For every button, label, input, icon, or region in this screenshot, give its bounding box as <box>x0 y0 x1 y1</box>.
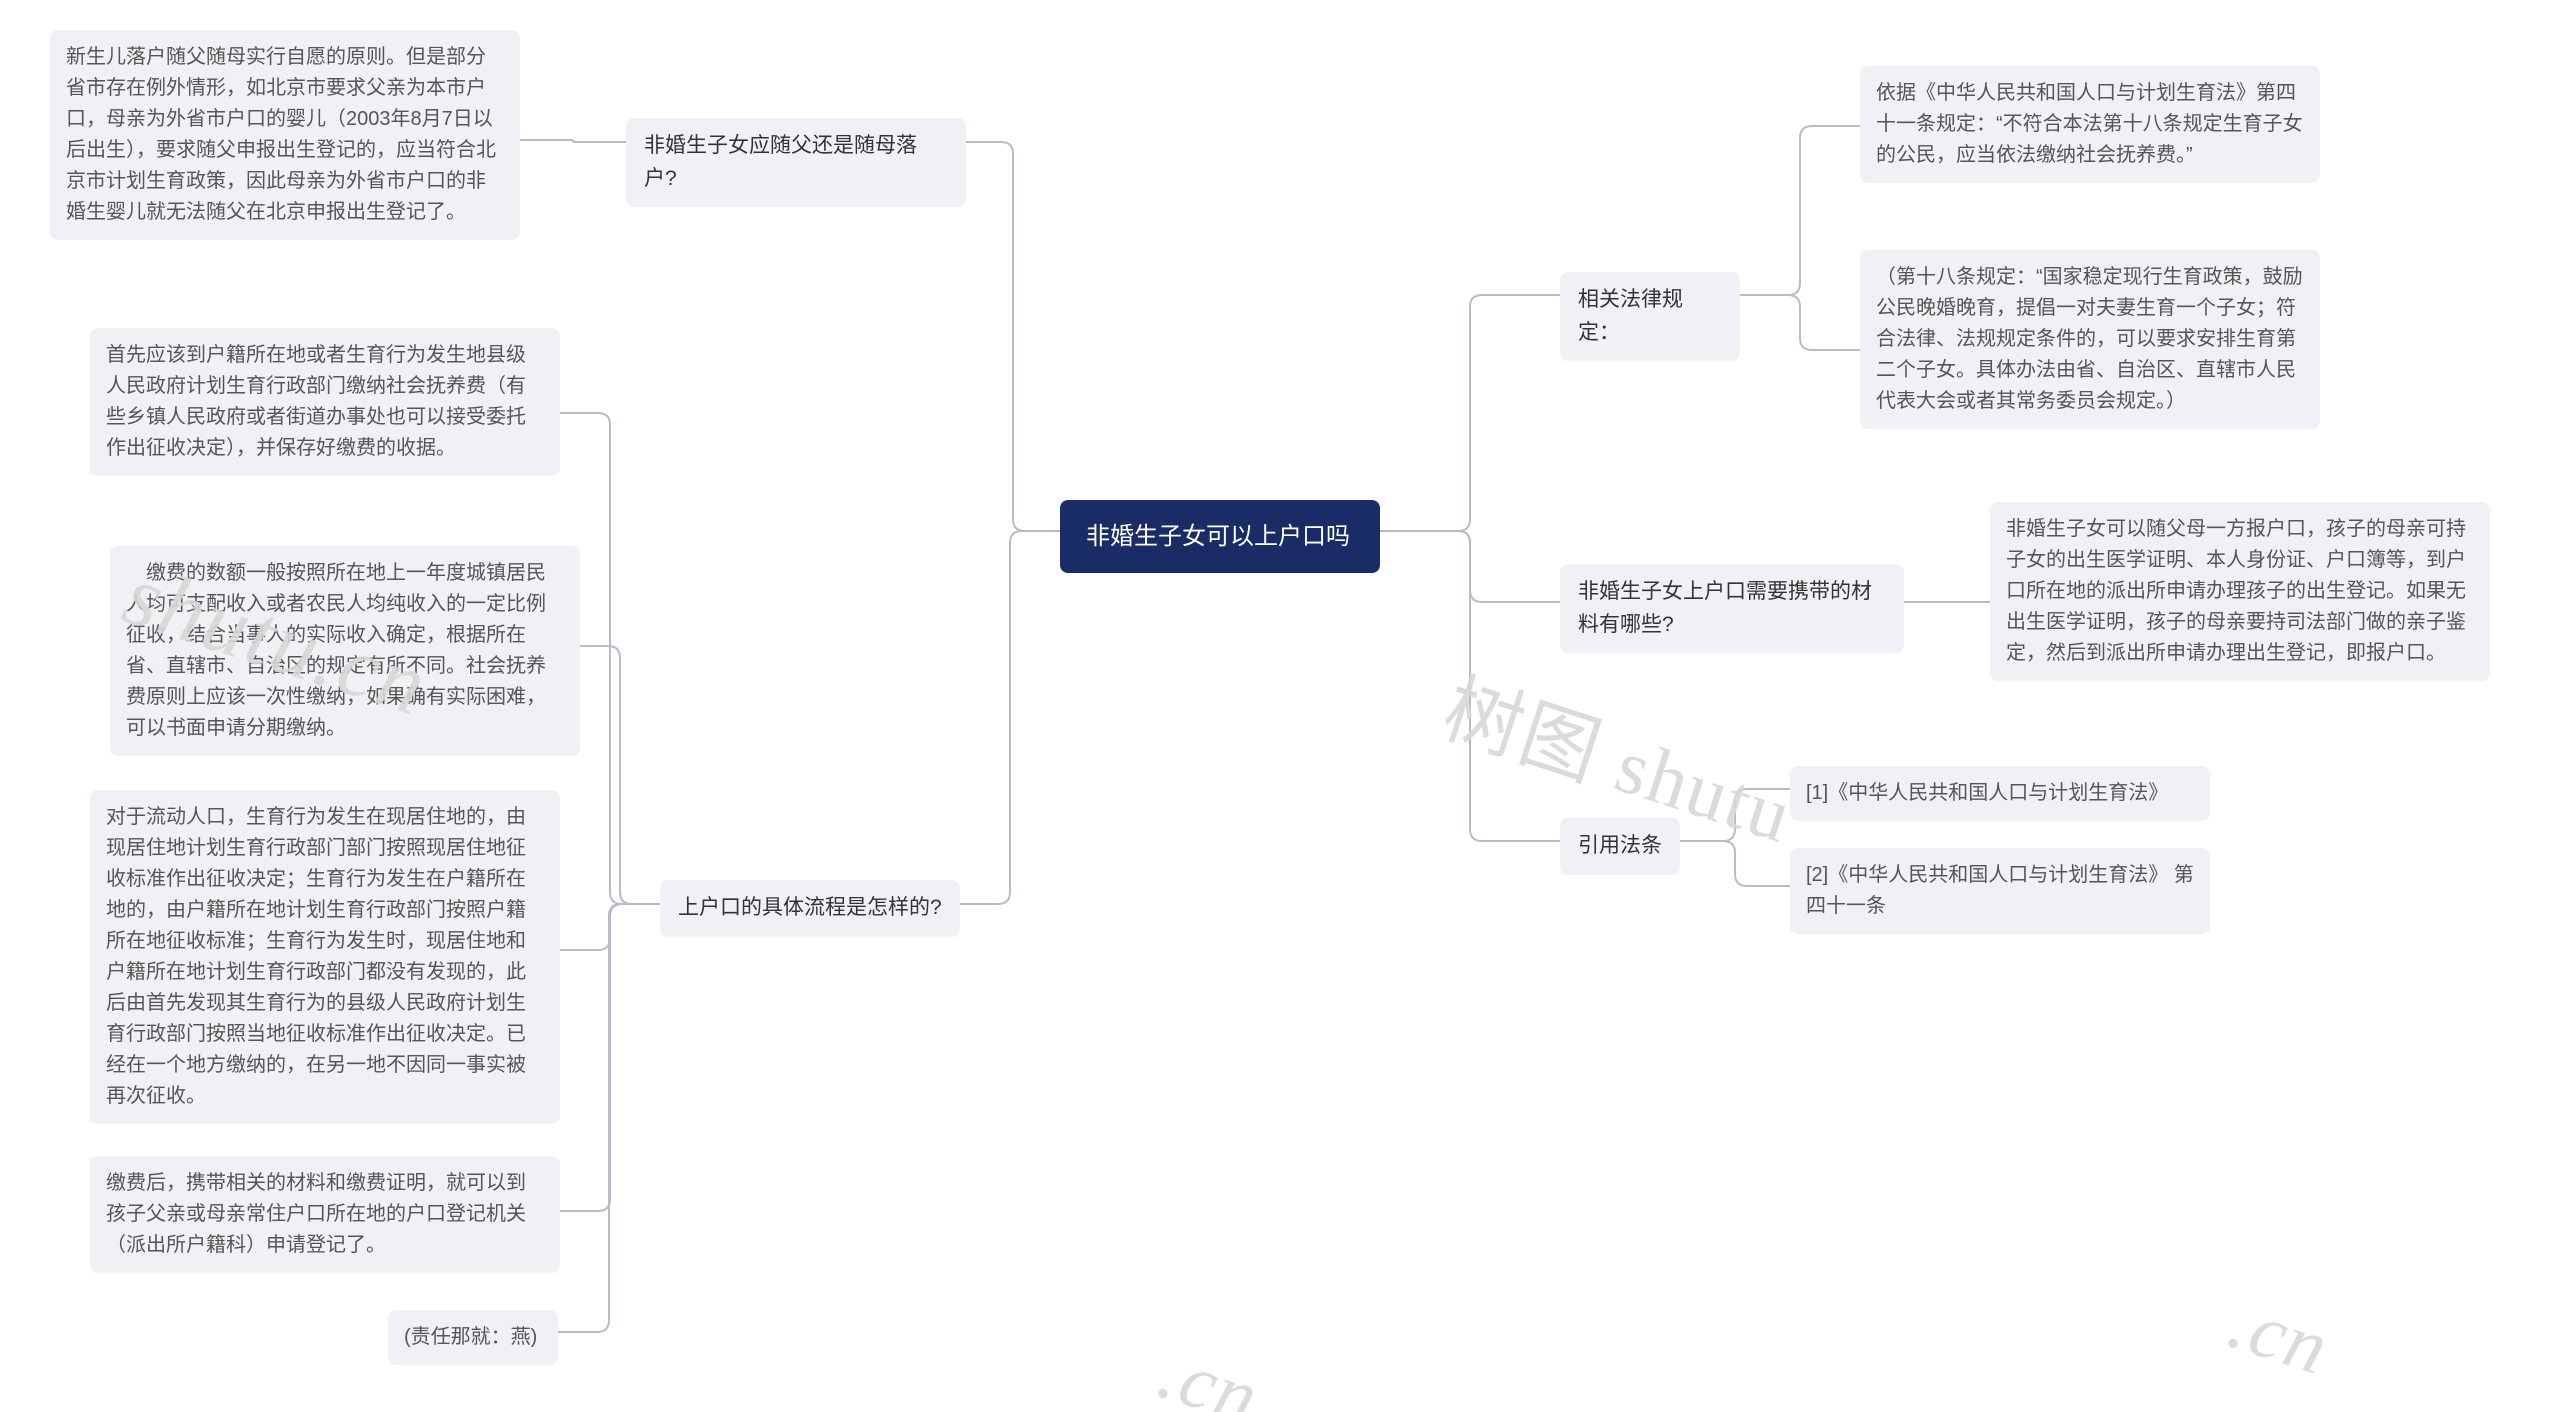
left-branch-2-leaf-5: (责任那就：燕) <box>388 1310 558 1365</box>
left-branch-2-leaf-2: 缴费的数额一般按照所在地上一年度城镇居民人均可支配收入或者农民人均纯收入的一定比… <box>110 546 580 756</box>
right-branch-3-leaf-1: [1]《中华人民共和国人口与计划生育法》 <box>1790 766 2210 821</box>
watermark-3: .cn <box>1149 1327 1271 1412</box>
mindmap-canvas: 非婚生子女可以上户口吗 非婚生子女应随父还是随母落户? 新生儿落户随父随母实行自… <box>0 0 2560 1412</box>
left-branch-1-leaf-1: 新生儿落户随父随母实行自愿的原则。但是部分省市存在例外情形，如北京市要求父亲为本… <box>50 30 520 240</box>
left-branch-2[interactable]: 上户口的具体流程是怎样的? <box>660 880 960 937</box>
left-branch-2-leaf-3: 对于流动人口，生育行为发生在现居住地的，由现居住地计划生育行政部门部门按照现居住… <box>90 790 560 1124</box>
right-branch-1-leaf-2: （第十八条规定：“国家稳定现行生育政策，鼓励公民晚婚晚育，提倡一对夫妻生育一个子… <box>1860 250 2320 429</box>
right-branch-3-leaf-2: [2]《中华人民共和国人口与计划生育法》 第四十一条 <box>1790 848 2210 934</box>
watermark-4: .cn <box>2219 1277 2341 1393</box>
right-branch-1[interactable]: 相关法律规定： <box>1560 272 1740 361</box>
left-branch-2-leaf-1: 首先应该到户籍所在地或者生育行为发生地县级人民政府计划生育行政部门缴纳社会抚养费… <box>90 328 560 476</box>
right-branch-1-leaf-1: 依据《中华人民共和国人口与计划生育法》第四十一条规定：“不符合本法第十八条规定生… <box>1860 66 2320 183</box>
root-node[interactable]: 非婚生子女可以上户口吗 <box>1060 500 1380 573</box>
right-branch-3[interactable]: 引用法条 <box>1560 818 1680 875</box>
left-branch-2-leaf-4: 缴费后，携带相关的材料和缴费证明，就可以到孩子父亲或母亲常住户口所在地的户口登记… <box>90 1156 560 1273</box>
left-branch-1[interactable]: 非婚生子女应随父还是随母落户? <box>626 118 966 207</box>
right-branch-2-leaf-1: 非婚生子女可以随父母一方报户口，孩子的母亲可持子女的出生医学证明、本人身份证、户… <box>1990 502 2490 681</box>
right-branch-2[interactable]: 非婚生子女上户口需要携带的材料有哪些? <box>1560 564 1904 653</box>
